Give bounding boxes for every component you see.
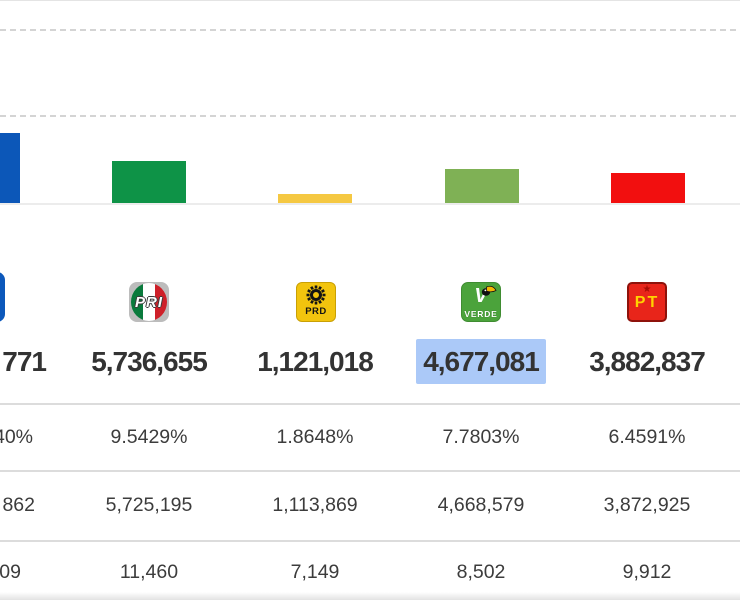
percent-verde: 7.7803% [442,426,520,448]
selected-value-highlight [416,339,546,384]
pt-logo-label: PT [634,294,660,311]
prd-logo-label: PRD [305,306,327,317]
bar-pt[interactable] [611,173,685,203]
total-votes-pri[interactable]: 5,736,655 [91,346,208,377]
pri-logo-label: PRI [134,293,163,311]
votes2-pt: 3,872,925 [603,494,691,516]
votes3-verde: 8,502 [456,561,506,583]
row-separator [0,403,740,405]
top-border [0,0,740,1]
votes3-pt: 9,912 [622,561,672,583]
bottom-scroll-shadow [0,592,740,600]
prd-sun-icon [306,285,326,305]
percent-pt: 6.4591% [608,426,686,448]
partial-party-logo-icon[interactable] [0,272,5,322]
x-axis-line [0,203,740,205]
prd-logo-icon[interactable]: PRD [296,282,336,322]
pri-tricolor-oval [131,283,167,321]
total-votes-pt[interactable]: 3,882,837 [589,346,706,377]
votes2-pri: 5,725,195 [105,494,193,516]
percent-partial: 40% [0,426,33,448]
pt-star-icon: ★ [642,284,652,295]
pt-logo-icon[interactable]: ★ PT [627,282,667,322]
total-votes-verde[interactable]: 4,677,081 [423,346,540,377]
votes3-partial: 09 [0,561,21,583]
verde-logo-icon[interactable]: V VERDE [461,282,501,322]
pri-logo-icon[interactable]: PRI [129,282,169,322]
row-separator [0,470,740,472]
votes2-prd: 1,113,869 [272,494,358,516]
total-votes-partial[interactable]: 771 [2,346,47,377]
votes3-pri: 11,460 [119,561,179,583]
verde-logo-label: VERDE [464,309,498,319]
bar-pri[interactable] [112,161,186,203]
votes2-partial: 862 [2,494,35,516]
bar-prd[interactable] [278,194,352,203]
gridline-lower [0,115,740,117]
verde-toucan-icon [481,285,497,296]
percent-prd: 1.8648% [276,426,354,448]
bar-verde[interactable] [445,169,519,203]
bar-partial-left[interactable] [0,133,20,203]
percent-pri: 9.5429% [110,426,188,448]
votes2-verde: 4,668,579 [437,494,525,516]
total-votes-prd[interactable]: 1,121,018 [257,346,374,377]
gridline-upper [0,29,740,31]
vote-bar-chart [0,0,740,205]
votes3-prd: 7,149 [290,561,340,583]
row-separator [0,540,740,542]
